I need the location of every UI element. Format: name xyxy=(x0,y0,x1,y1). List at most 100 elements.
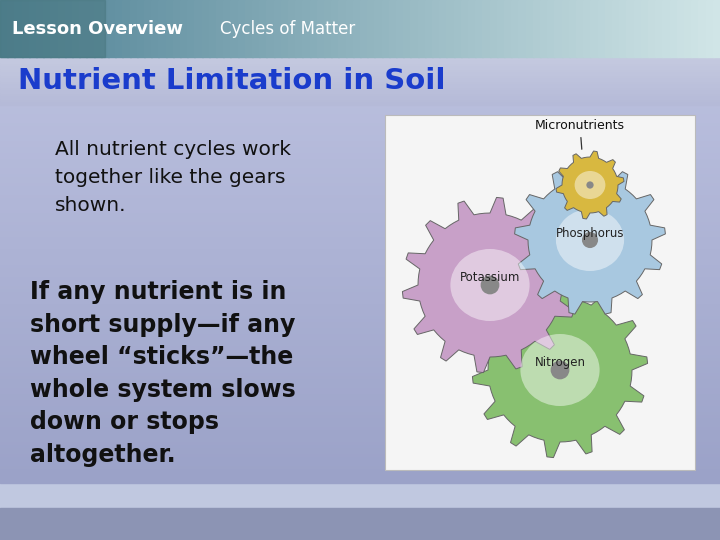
Bar xyxy=(0,425,720,429)
Bar xyxy=(677,0,685,57)
Bar xyxy=(0,81,720,83)
Bar xyxy=(0,422,720,426)
Bar xyxy=(0,359,720,363)
Bar xyxy=(238,0,246,57)
Bar xyxy=(684,0,692,57)
Bar xyxy=(0,85,720,89)
Ellipse shape xyxy=(451,249,530,321)
Polygon shape xyxy=(402,198,577,373)
Bar xyxy=(0,106,720,110)
Bar xyxy=(0,287,720,291)
Bar xyxy=(0,281,720,285)
Bar xyxy=(0,76,720,79)
Bar xyxy=(418,0,426,57)
Bar xyxy=(0,136,720,140)
Bar xyxy=(0,310,720,315)
Bar xyxy=(0,398,720,402)
Bar xyxy=(0,100,720,103)
Bar xyxy=(0,284,720,288)
Bar xyxy=(0,43,720,47)
Bar xyxy=(410,0,418,57)
Bar xyxy=(0,343,720,348)
Bar xyxy=(0,115,720,119)
Bar xyxy=(547,0,555,57)
Text: Phosphorus: Phosphorus xyxy=(556,227,624,240)
Bar xyxy=(194,0,202,57)
Bar xyxy=(0,34,720,38)
Bar xyxy=(0,55,720,59)
Bar xyxy=(612,0,620,57)
Bar xyxy=(0,184,720,188)
Bar xyxy=(713,0,720,57)
Bar xyxy=(266,0,274,57)
Bar xyxy=(0,133,720,137)
Bar xyxy=(0,191,720,194)
Text: If any nutrient is in
short supply—if any
wheel “sticks”—the
whole system slows
: If any nutrient is in short supply—if an… xyxy=(30,280,296,467)
Bar xyxy=(0,90,720,92)
Circle shape xyxy=(586,181,593,188)
Bar xyxy=(0,305,720,309)
Bar xyxy=(518,0,526,57)
Bar xyxy=(202,0,210,57)
Bar xyxy=(0,302,720,306)
Bar xyxy=(0,350,720,354)
Bar xyxy=(0,368,720,372)
Bar xyxy=(0,274,720,279)
Bar xyxy=(0,56,720,58)
Bar xyxy=(94,0,102,57)
Bar xyxy=(0,57,720,59)
Bar xyxy=(0,428,720,432)
Bar xyxy=(655,0,663,57)
Bar xyxy=(0,268,720,273)
Bar xyxy=(0,91,720,95)
Bar xyxy=(0,67,720,71)
Bar xyxy=(166,0,174,57)
Bar xyxy=(0,148,720,152)
Bar xyxy=(158,0,166,57)
Text: Lesson Overview: Lesson Overview xyxy=(12,19,183,37)
Bar xyxy=(540,0,548,57)
Bar xyxy=(0,124,720,128)
Bar xyxy=(698,0,706,57)
Bar xyxy=(0,314,720,318)
Text: Micronutrients: Micronutrients xyxy=(535,119,625,149)
Bar xyxy=(0,416,720,420)
Bar xyxy=(223,0,231,57)
Bar xyxy=(0,211,720,215)
Bar xyxy=(396,0,404,57)
Bar xyxy=(0,166,720,170)
Bar xyxy=(0,40,720,44)
Bar xyxy=(554,0,562,57)
Bar xyxy=(0,75,720,77)
Bar xyxy=(0,91,720,93)
Bar xyxy=(0,88,720,92)
Bar xyxy=(0,251,720,254)
Bar xyxy=(0,362,720,366)
Bar xyxy=(86,0,94,57)
Bar xyxy=(0,413,720,417)
Bar xyxy=(0,52,720,56)
Bar xyxy=(0,380,720,384)
Bar xyxy=(648,0,656,57)
Bar xyxy=(482,0,490,57)
Bar xyxy=(0,338,720,342)
Bar xyxy=(0,407,720,411)
Bar xyxy=(461,0,469,57)
Bar xyxy=(0,69,720,71)
Bar xyxy=(0,260,720,264)
Bar xyxy=(0,130,720,134)
Bar xyxy=(0,92,720,94)
Bar xyxy=(0,68,720,70)
Bar xyxy=(79,0,87,57)
Bar xyxy=(662,0,670,57)
Bar xyxy=(0,79,720,83)
Bar xyxy=(0,353,720,357)
Bar xyxy=(0,253,720,258)
Bar xyxy=(0,214,720,218)
Bar xyxy=(180,0,188,57)
Text: Nutrient Limitation in Soil: Nutrient Limitation in Soil xyxy=(18,67,446,95)
Bar xyxy=(374,0,382,57)
Bar xyxy=(353,0,361,57)
Bar xyxy=(0,61,720,65)
Bar xyxy=(0,434,720,438)
